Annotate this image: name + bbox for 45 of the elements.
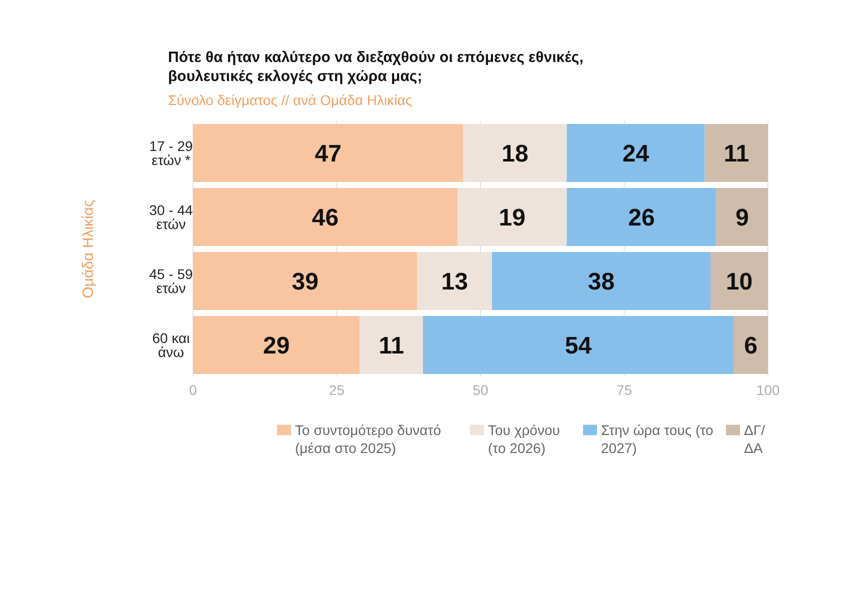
x-tick-label: 0 <box>189 382 198 398</box>
y-tick-label: 30 - 44 ετών <box>149 202 194 232</box>
data-label: 10 <box>726 268 753 296</box>
bar <box>716 188 768 246</box>
y-tick-label: 45 - 59 ετών <box>149 266 194 296</box>
bar <box>193 316 360 374</box>
data-label: 24 <box>622 140 650 168</box>
y-tick-label: 17 - 29 ετών * <box>149 138 194 168</box>
bar <box>492 252 710 310</box>
chart-title: Πότε θα ήταν καλύτερο να διεξαχθούν οι επόμενες εθνικές, βουλευτικές εκλογές στη χώρα μας; <box>168 48 584 86</box>
x-tick-label: 50 <box>472 382 488 398</box>
bar <box>710 252 768 310</box>
bar <box>193 252 418 310</box>
bar <box>566 188 716 246</box>
x-tick-label: 25 <box>328 382 345 398</box>
bar <box>360 316 423 374</box>
y-tick-label: 60 και άνω <box>152 330 190 360</box>
x-tick-label: 75 <box>616 382 632 398</box>
data-label: 18 <box>502 140 528 168</box>
legend-label: Το συντομότερο δυνατό (μέσα στο 2025) <box>295 421 442 457</box>
data-label: 47 <box>314 140 342 168</box>
data-label: 54 <box>564 332 592 360</box>
data-label: 9 <box>735 204 749 232</box>
legend-label: Του χρόνου (το 2026) <box>488 421 561 457</box>
legend-label: Στην ώρα τους (το 2027) <box>601 421 714 457</box>
bar <box>193 124 464 182</box>
data-label: 19 <box>498 204 526 232</box>
data-label: 38 <box>588 268 615 296</box>
bar <box>193 188 458 246</box>
y-axis-title: Ομάδα Ηλικίας <box>80 200 98 298</box>
data-label: 26 <box>628 204 655 232</box>
bar <box>734 316 768 374</box>
data-label: 11 <box>378 332 404 360</box>
data-label: 29 <box>263 332 290 360</box>
x-tick-label: 100 <box>756 382 780 398</box>
bar <box>704 124 768 182</box>
bar <box>566 124 705 182</box>
chart-subtitle: Σύνολο δείγματος // ανά Ομάδα Ηλικίας <box>168 92 412 108</box>
data-label: 6 <box>744 332 758 360</box>
data-label: 46 <box>312 204 339 232</box>
data-label: 11 <box>724 140 750 168</box>
data-label: 39 <box>292 268 318 296</box>
legend-label: ΔΓ/ΔΑ <box>744 421 766 457</box>
data-label: 13 <box>441 268 468 296</box>
bar <box>423 316 734 374</box>
